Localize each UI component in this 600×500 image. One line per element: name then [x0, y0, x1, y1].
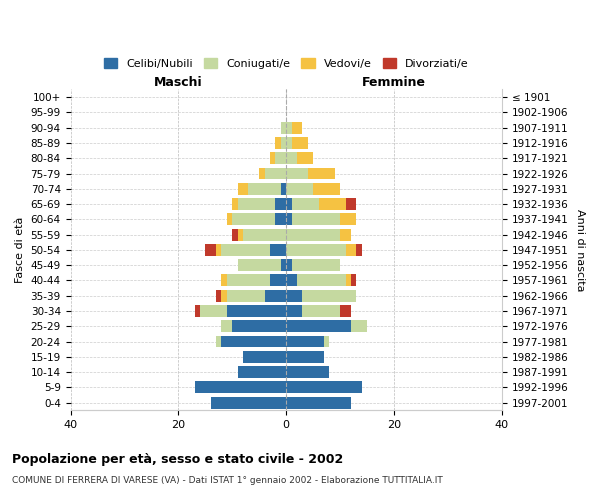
Bar [286, 198, 292, 210]
Text: Maschi: Maschi [154, 76, 203, 90]
Bar [297, 152, 313, 164]
Bar [216, 244, 221, 256]
Bar [232, 320, 286, 332]
Bar [286, 336, 324, 347]
Bar [319, 198, 346, 210]
Bar [216, 290, 221, 302]
Bar [211, 396, 286, 408]
Bar [238, 183, 248, 194]
Bar [302, 290, 356, 302]
Bar [346, 274, 351, 286]
Bar [200, 305, 227, 317]
Bar [286, 228, 340, 240]
Bar [302, 305, 340, 317]
Bar [286, 183, 313, 194]
Bar [281, 137, 286, 149]
Bar [221, 244, 270, 256]
Bar [292, 198, 319, 210]
Bar [227, 305, 286, 317]
Bar [270, 274, 286, 286]
Bar [286, 137, 292, 149]
Y-axis label: Fasce di età: Fasce di età [15, 216, 25, 283]
Bar [221, 274, 227, 286]
Bar [286, 366, 329, 378]
Bar [221, 320, 232, 332]
Bar [286, 320, 351, 332]
Legend: Celibi/Nubili, Coniugati/e, Vedovi/e, Divorziati/e: Celibi/Nubili, Coniugati/e, Vedovi/e, Di… [100, 54, 473, 73]
Bar [216, 336, 221, 347]
Bar [194, 382, 286, 394]
Bar [227, 214, 232, 226]
Bar [265, 168, 286, 179]
Bar [248, 183, 281, 194]
Bar [286, 351, 324, 363]
Bar [286, 152, 297, 164]
Text: Popolazione per età, sesso e stato civile - 2002: Popolazione per età, sesso e stato civil… [12, 452, 343, 466]
Bar [286, 274, 297, 286]
Bar [286, 382, 362, 394]
Bar [292, 214, 340, 226]
Bar [346, 244, 356, 256]
Bar [356, 244, 362, 256]
Bar [221, 336, 286, 347]
Text: Femmine: Femmine [362, 76, 426, 90]
Bar [232, 214, 275, 226]
Bar [286, 214, 292, 226]
Bar [292, 137, 308, 149]
Bar [265, 290, 286, 302]
Bar [259, 168, 265, 179]
Bar [238, 366, 286, 378]
Text: COMUNE DI FERRERA DI VARESE (VA) - Dati ISTAT 1° gennaio 2002 - Elaborazione TUT: COMUNE DI FERRERA DI VARESE (VA) - Dati … [12, 476, 443, 485]
Bar [313, 183, 340, 194]
Bar [292, 259, 340, 271]
Bar [275, 137, 281, 149]
Bar [275, 198, 286, 210]
Bar [227, 274, 270, 286]
Bar [194, 305, 200, 317]
Bar [340, 305, 351, 317]
Bar [275, 214, 286, 226]
Bar [238, 228, 243, 240]
Bar [238, 198, 275, 210]
Bar [292, 122, 302, 134]
Bar [286, 122, 292, 134]
Bar [232, 198, 238, 210]
Bar [227, 290, 265, 302]
Bar [324, 336, 329, 347]
Bar [297, 274, 346, 286]
Bar [286, 305, 302, 317]
Bar [351, 274, 356, 286]
Bar [243, 228, 286, 240]
Bar [286, 396, 351, 408]
Bar [281, 259, 286, 271]
Bar [281, 183, 286, 194]
Bar [308, 168, 335, 179]
Bar [346, 198, 356, 210]
Bar [238, 259, 281, 271]
Bar [275, 152, 286, 164]
Y-axis label: Anni di nascita: Anni di nascita [575, 208, 585, 291]
Bar [340, 228, 351, 240]
Bar [232, 228, 238, 240]
Bar [221, 290, 227, 302]
Bar [286, 290, 302, 302]
Bar [270, 152, 275, 164]
Bar [286, 244, 346, 256]
Bar [286, 168, 308, 179]
Bar [281, 122, 286, 134]
Bar [340, 214, 356, 226]
Bar [243, 351, 286, 363]
Bar [351, 320, 367, 332]
Bar [205, 244, 216, 256]
Bar [286, 259, 292, 271]
Bar [270, 244, 286, 256]
